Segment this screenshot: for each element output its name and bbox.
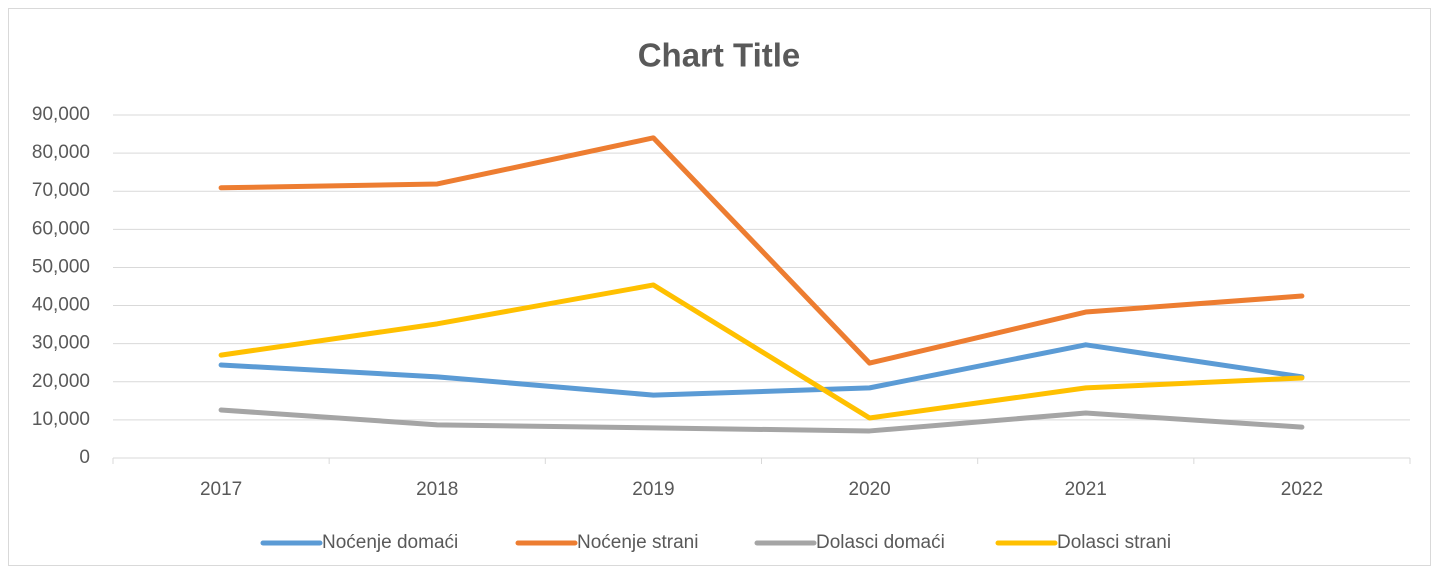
x-tick-label: 2018 [416, 479, 458, 500]
y-tick-label: 70,000 [32, 180, 90, 201]
legend-label: Dolasci domaći [816, 532, 945, 553]
series-line [218, 282, 1305, 421]
series-line [218, 342, 1305, 398]
y-tick-label: 60,000 [32, 218, 90, 239]
legend-label: Noćenje strani [577, 532, 698, 553]
y-tick-label: 80,000 [32, 142, 90, 163]
x-tick-label: 2017 [200, 479, 242, 500]
y-tick-label: 50,000 [32, 256, 90, 277]
y-tick-label: 10,000 [32, 409, 90, 430]
x-tick-label: 2022 [1281, 479, 1323, 500]
chart-border [8, 8, 1431, 566]
y-tick-label: 30,000 [32, 333, 90, 354]
y-tick-label: 20,000 [32, 371, 90, 392]
chart-title: Chart Title [638, 37, 801, 74]
legend-label: Dolasci strani [1057, 532, 1171, 553]
legend-label: Noćenje domaći [322, 532, 458, 553]
series-line [218, 407, 1305, 434]
y-tick-label: 90,000 [32, 104, 90, 125]
x-tick-label: 2019 [632, 479, 674, 500]
y-tick-label: 0 [79, 447, 90, 468]
x-tick-label: 2021 [1065, 479, 1107, 500]
x-tick-label: 2020 [848, 479, 890, 500]
series-line [218, 135, 1305, 366]
y-tick-label: 40,000 [32, 295, 90, 316]
